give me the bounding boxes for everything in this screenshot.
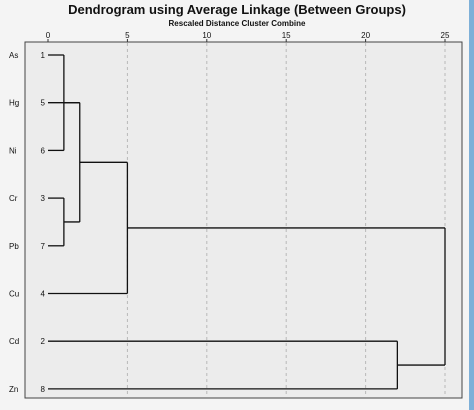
chart-title: Dendrogram using Average Linkage (Betwee… xyxy=(68,2,406,17)
leaf-case-number: 1 xyxy=(41,51,46,60)
chart-subtitle: Rescaled Distance Cluster Combine xyxy=(168,19,306,28)
leaf-case-number: 7 xyxy=(41,242,46,251)
x-tick-label: 15 xyxy=(282,31,291,40)
x-tick-label: 5 xyxy=(125,31,130,40)
leaf-label: Hg xyxy=(9,99,19,108)
leaf-label: Zn xyxy=(9,385,18,394)
leaf-label: Cu xyxy=(9,290,19,299)
x-tick-label: 25 xyxy=(441,31,450,40)
x-tick-label: 10 xyxy=(202,31,211,40)
leaf-case-number: 5 xyxy=(41,99,46,108)
leaf-label: As xyxy=(9,51,18,60)
leaf-label: Ni xyxy=(9,146,17,155)
leaf-case-number: 3 xyxy=(41,194,46,203)
plot-area xyxy=(24,41,463,399)
x-tick-label: 0 xyxy=(46,31,51,40)
x-tick-label: 20 xyxy=(361,31,370,40)
leaf-case-number: 4 xyxy=(41,290,46,299)
leaf-label: Cd xyxy=(9,337,19,346)
window-frame-edge xyxy=(469,0,474,410)
leaf-case-number: 6 xyxy=(41,146,46,155)
leaf-case-number: 2 xyxy=(41,337,46,346)
leaf-label: Cr xyxy=(9,194,18,203)
leaf-case-number: 8 xyxy=(41,385,46,394)
leaf-label: Pb xyxy=(9,242,19,251)
